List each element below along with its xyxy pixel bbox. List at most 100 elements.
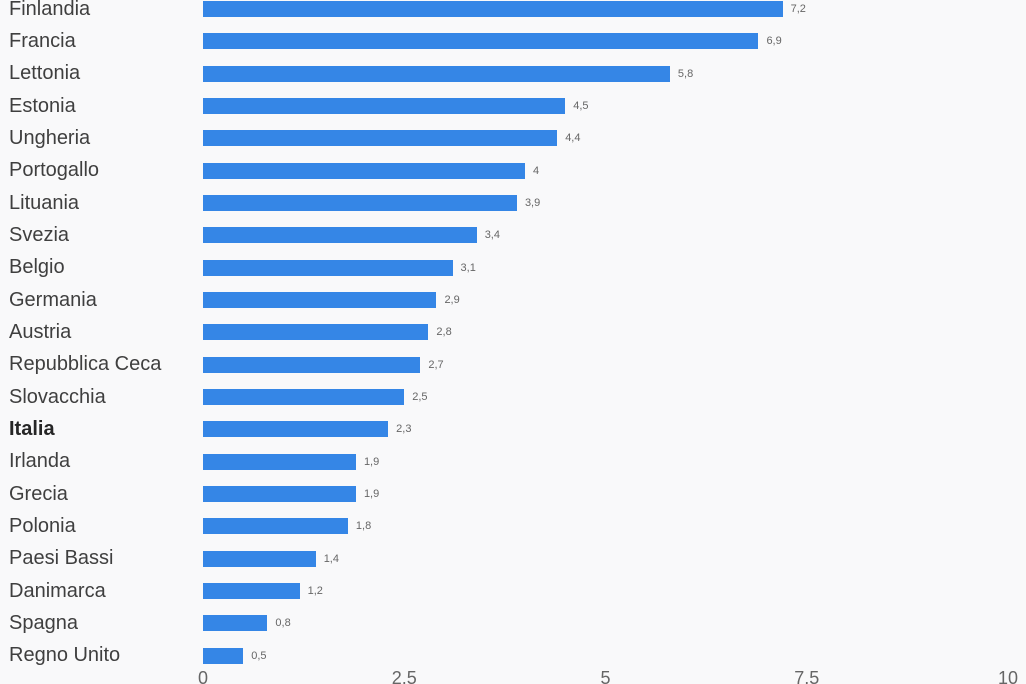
category-label: Lituania (9, 191, 80, 214)
value-label: 2,8 (436, 326, 452, 339)
bar-area: 4,4 (203, 122, 1026, 154)
bar-area: 2,9 (203, 284, 1026, 316)
x-axis-tick-label: 10 (997, 668, 1019, 684)
x-axis-tick-label: 7,5 (794, 668, 820, 684)
bar-row: Polonia 1,8 (0, 510, 1026, 542)
bar-row: Irlanda 1,9 (0, 446, 1026, 478)
bar-row: Svezia 3,4 (0, 219, 1026, 251)
bar[interactable] (203, 486, 356, 503)
bar[interactable] (203, 647, 244, 664)
bar-row: Grecia 1,9 (0, 478, 1026, 510)
bar-area: 7,2 (203, 0, 1026, 25)
category-label: Danimarca (9, 579, 106, 602)
category-label: Estonia (9, 94, 76, 117)
bar-area: 1,4 (203, 543, 1026, 575)
bar-area: 6,9 (203, 25, 1026, 57)
bar-row: Germania 2,9 (0, 284, 1026, 316)
bar[interactable] (203, 518, 348, 535)
value-label: 5,8 (677, 67, 694, 80)
category-label: Repubblica Ceca (9, 353, 162, 376)
value-label: 4,4 (565, 132, 581, 145)
x-axis-tick-label: 2,5 (391, 668, 417, 684)
bar-area: 3,4 (203, 219, 1026, 251)
bar[interactable] (203, 33, 759, 50)
bar[interactable] (203, 453, 356, 470)
bar[interactable] (203, 292, 437, 309)
bar[interactable] (203, 324, 429, 341)
bar-area: 3,9 (203, 187, 1026, 219)
category-label: Finlandia (9, 0, 91, 20)
value-label: 4 (533, 164, 540, 177)
bar-row: Belgio 3,1 (0, 252, 1026, 284)
bar-row: Finlandia 7,2 (0, 0, 1026, 25)
bar-area: 1,2 (203, 575, 1026, 607)
category-label: Italia (9, 417, 55, 440)
x-axis: 0 2,5 5 7,5 10 (0, 668, 1026, 684)
value-label: 3,1 (460, 261, 476, 274)
bar[interactable] (203, 98, 566, 115)
bar-row: Italia 2,3 (0, 413, 1026, 445)
bar-area: 2,7 (203, 349, 1026, 381)
bar-row: Austria 2,8 (0, 316, 1026, 348)
value-label: 2,5 (412, 391, 428, 404)
bar-row: Slovacchia 2,5 (0, 381, 1026, 413)
bar[interactable] (203, 195, 517, 212)
bar-area: 1,9 (203, 446, 1026, 478)
category-label: Ungheria (9, 126, 91, 149)
bar-row: Repubblica Ceca 2,7 (0, 349, 1026, 381)
bar-area: 2,3 (203, 413, 1026, 445)
bar[interactable] (203, 550, 316, 567)
bar-row: Ungheria 4,4 (0, 122, 1026, 154)
value-label: 3,4 (484, 229, 500, 242)
bar-row: Spagna 0,8 (0, 607, 1026, 639)
bar-area: 0,8 (203, 607, 1026, 639)
value-label: 1,8 (355, 520, 372, 533)
x-axis-tick-label: 5 (600, 668, 611, 684)
category-label: Portogallo (9, 159, 100, 182)
category-label: Svezia (9, 223, 70, 246)
bar[interactable] (203, 65, 670, 82)
bar-area: 2,8 (203, 316, 1026, 348)
bar[interactable] (203, 583, 300, 600)
bar[interactable] (203, 162, 525, 179)
category-label: Grecia (9, 482, 68, 505)
bar-area: 5,8 (203, 58, 1026, 90)
bar-row: Francia 6,9 (0, 25, 1026, 57)
bar[interactable] (203, 421, 389, 438)
category-label: Polonia (9, 514, 76, 537)
category-label: Lettonia (9, 62, 81, 85)
bar[interactable] (203, 1, 783, 18)
bar[interactable] (203, 227, 477, 244)
value-label: 1,2 (307, 585, 323, 598)
category-label: Germania (9, 288, 97, 311)
bar[interactable] (203, 389, 405, 406)
bar-area: 2,5 (203, 381, 1026, 413)
bar[interactable] (203, 615, 268, 632)
value-label: 7,2 (790, 3, 806, 16)
value-label: 1,4 (323, 552, 339, 565)
bar-row: Lituania 3,9 (0, 187, 1026, 219)
bar-area: 4 (203, 155, 1026, 187)
category-label: Spagna (9, 611, 78, 634)
bar-row: Regno Unito 0,5 (0, 640, 1026, 672)
bar-area: 3,1 (203, 252, 1026, 284)
category-label: Slovacchia (9, 385, 106, 408)
x-axis-tick-label: 0 (197, 668, 209, 684)
value-label: 6,9 (766, 35, 782, 48)
bar-area: 4,5 (203, 90, 1026, 122)
value-label: 4,5 (573, 100, 589, 113)
category-label: Paesi Bassi (9, 547, 114, 570)
bar-area: 0,5 (203, 640, 1026, 672)
value-label: 2,9 (444, 294, 460, 307)
value-label: 1,9 (363, 488, 380, 501)
bar-row: Danimarca 1,2 (0, 575, 1026, 607)
bar-row: Lettonia 5,8 (0, 58, 1026, 90)
bar[interactable] (203, 130, 558, 147)
category-label: Francia (9, 29, 76, 52)
value-label: 0,5 (251, 649, 267, 662)
bar[interactable] (203, 259, 453, 276)
bar-area: 1,9 (203, 478, 1026, 510)
bar[interactable] (203, 356, 421, 373)
category-label: Austria (9, 320, 72, 343)
